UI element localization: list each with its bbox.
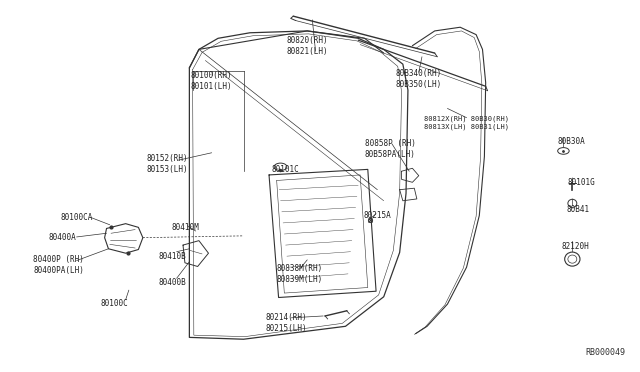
Text: 80152(RH)
80153(LH): 80152(RH) 80153(LH) bbox=[147, 154, 188, 174]
Text: 80410B: 80410B bbox=[158, 251, 186, 261]
Text: 80B30A: 80B30A bbox=[558, 137, 586, 146]
Text: 80214(RH)
80215(LH): 80214(RH) 80215(LH) bbox=[266, 312, 307, 333]
Text: 80400P (RH)
80400PA(LH): 80400P (RH) 80400PA(LH) bbox=[33, 255, 84, 275]
Text: 80838M(RH)
80839M(LH): 80838M(RH) 80839M(LH) bbox=[276, 264, 323, 284]
Text: 80101C: 80101C bbox=[271, 165, 299, 174]
Text: 80400B: 80400B bbox=[158, 278, 186, 287]
Text: 80B41: 80B41 bbox=[566, 205, 589, 215]
Text: RB000049: RB000049 bbox=[586, 347, 626, 357]
Text: 80B340(RH)
80B350(LH): 80B340(RH) 80B350(LH) bbox=[396, 69, 442, 89]
Text: 80820(RH)
80821(LH): 80820(RH) 80821(LH) bbox=[287, 36, 328, 56]
Text: 82120H: 82120H bbox=[561, 243, 589, 251]
Text: 80100(RH)
80101(LH): 80100(RH) 80101(LH) bbox=[191, 71, 232, 91]
Text: 80100CA: 80100CA bbox=[60, 213, 93, 222]
Text: 80215A: 80215A bbox=[364, 211, 391, 220]
Text: 80100C: 80100C bbox=[101, 299, 129, 308]
Text: 80400A: 80400A bbox=[48, 233, 76, 242]
Text: 80812X(RH) 80B30(RH)
80813X(LH) 80B31(LH): 80812X(RH) 80B30(RH) 80813X(LH) 80B31(LH… bbox=[424, 116, 509, 131]
Text: 80410M: 80410M bbox=[171, 223, 199, 232]
Text: 80101G: 80101G bbox=[568, 178, 595, 187]
Text: 80858P (RH)
80B58PA(LH): 80858P (RH) 80B58PA(LH) bbox=[365, 139, 415, 159]
